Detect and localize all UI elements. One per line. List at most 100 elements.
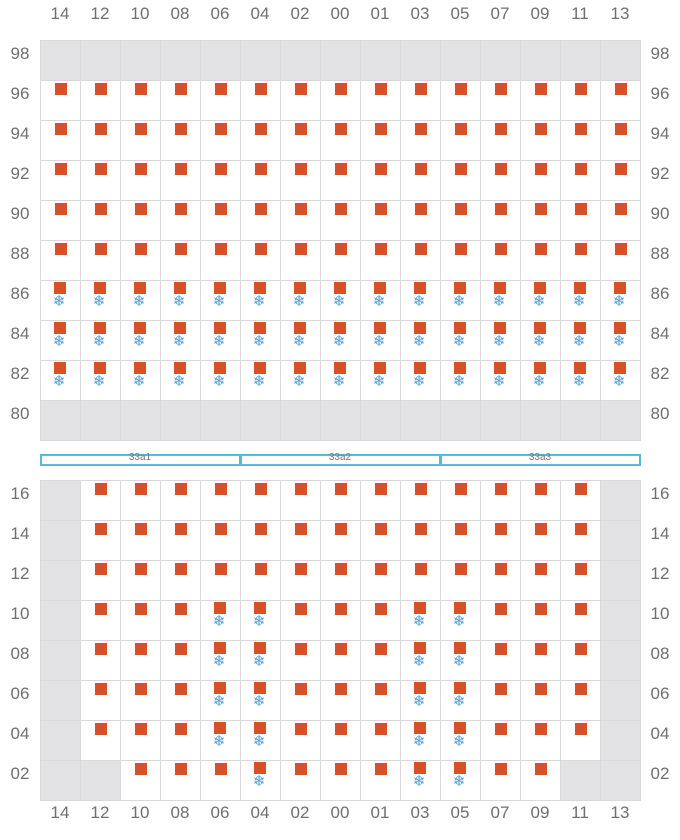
- snowflake-icon: ❄: [132, 293, 146, 310]
- deck-slot[interactable]: [480, 40, 521, 81]
- deck-slot[interactable]: [400, 280, 441, 321]
- hold-slot[interactable]: [80, 760, 121, 801]
- hold-slot[interactable]: [40, 560, 81, 601]
- container-square-icon: [215, 163, 227, 175]
- deck-slot[interactable]: [320, 40, 361, 81]
- deck-slot[interactable]: [400, 400, 441, 441]
- container-square-icon: [255, 523, 267, 535]
- container-square-icon: [415, 563, 427, 575]
- deck-slot[interactable]: [440, 400, 481, 441]
- hold-slot[interactable]: [440, 560, 481, 601]
- hold-slot[interactable]: [600, 760, 641, 801]
- hold-slot[interactable]: [400, 640, 441, 681]
- column-label-bottom: 06: [210, 803, 230, 822]
- container-square-icon: [295, 83, 307, 95]
- deck-slot[interactable]: [560, 40, 601, 81]
- container-square-icon: [335, 683, 347, 695]
- deck-slot[interactable]: [600, 400, 641, 441]
- snowflake-icon: ❄: [452, 733, 466, 750]
- deck-slot[interactable]: [400, 40, 441, 81]
- snowflake-icon: ❄: [532, 293, 546, 310]
- deck-slot[interactable]: [360, 40, 401, 81]
- hold-slot[interactable]: [600, 640, 641, 681]
- deck-slot[interactable]: [120, 400, 161, 441]
- column-label-bottom: 07: [490, 803, 510, 822]
- hold-slot[interactable]: [40, 680, 81, 721]
- deck-slot[interactable]: [40, 400, 81, 441]
- deck-slot[interactable]: [80, 200, 121, 241]
- hold-slot[interactable]: [240, 680, 281, 721]
- container-square-icon: [335, 243, 347, 255]
- container-square-icon: [534, 282, 546, 294]
- column-label-bottom: 10: [130, 803, 150, 822]
- column-label-bottom: 03: [410, 803, 430, 822]
- snowflake-icon: ❄: [252, 373, 266, 390]
- hold-slot[interactable]: [40, 720, 81, 761]
- container-square-icon: [295, 563, 307, 575]
- deck-slot[interactable]: [240, 400, 281, 441]
- deck-slot[interactable]: [280, 400, 321, 441]
- deck-slot[interactable]: [200, 400, 241, 441]
- container-square-icon: [175, 483, 187, 495]
- hold-slot[interactable]: [560, 760, 601, 801]
- hold-slot[interactable]: [600, 600, 641, 641]
- container-square-icon: [614, 322, 626, 334]
- column-label-top: 13: [610, 4, 630, 23]
- snowflake-icon: ❄: [452, 653, 466, 670]
- tier-label-left: 08: [10, 644, 30, 663]
- deck-slot[interactable]: [360, 400, 401, 441]
- hold-slot[interactable]: [600, 560, 641, 601]
- deck-slot[interactable]: [40, 40, 81, 81]
- deck-slot[interactable]: [80, 40, 121, 81]
- deck-slot[interactable]: [520, 400, 561, 441]
- hold-slot[interactable]: [520, 560, 561, 601]
- container-square-icon: [135, 83, 147, 95]
- container-square-icon: [215, 563, 227, 575]
- deck-slot[interactable]: [480, 360, 521, 401]
- container-square-icon: [135, 643, 147, 655]
- hold-slot[interactable]: [40, 520, 81, 561]
- deck-slot[interactable]: [160, 400, 201, 441]
- deck-slot[interactable]: [240, 40, 281, 81]
- deck-slot[interactable]: [360, 80, 401, 121]
- deck-slot[interactable]: [520, 80, 561, 121]
- snowflake-icon: ❄: [332, 373, 346, 390]
- container-square-icon: [254, 642, 266, 654]
- deck-slot[interactable]: [40, 320, 81, 361]
- snowflake-icon: ❄: [52, 293, 66, 310]
- tier-label-left: 04: [10, 724, 30, 743]
- deck-slot[interactable]: [560, 400, 601, 441]
- deck-slot[interactable]: [160, 40, 201, 81]
- hold-slot[interactable]: [40, 760, 81, 801]
- hold-slot[interactable]: [560, 720, 601, 761]
- hold-slot[interactable]: [600, 680, 641, 721]
- hold-slot[interactable]: [600, 720, 641, 761]
- hold-slot[interactable]: [440, 680, 481, 721]
- container-square-icon: [95, 83, 107, 95]
- container-square-icon: [215, 483, 227, 495]
- hold-slot[interactable]: [600, 480, 641, 521]
- deck-slot[interactable]: [200, 40, 241, 81]
- deck-slot[interactable]: [80, 120, 121, 161]
- snowflake-icon: ❄: [532, 333, 546, 350]
- hold-slot[interactable]: [40, 600, 81, 641]
- container-square-icon: [254, 682, 266, 694]
- hatch-cover-33a3[interactable]: [440, 454, 641, 466]
- container-square-icon: [255, 243, 267, 255]
- snowflake-icon: ❄: [412, 693, 426, 710]
- hold-slot[interactable]: [600, 520, 641, 561]
- container-square-icon: [535, 243, 547, 255]
- deck-slot[interactable]: [600, 40, 641, 81]
- deck-slot[interactable]: [80, 400, 121, 441]
- hold-slot[interactable]: [40, 640, 81, 681]
- container-square-icon: [134, 322, 146, 334]
- container-square-icon: [54, 282, 66, 294]
- container-square-icon: [335, 83, 347, 95]
- deck-slot[interactable]: [280, 40, 321, 81]
- deck-slot[interactable]: [120, 40, 161, 81]
- hold-slot[interactable]: [40, 480, 81, 521]
- deck-slot[interactable]: [440, 40, 481, 81]
- deck-slot[interactable]: [480, 400, 521, 441]
- deck-slot[interactable]: [520, 40, 561, 81]
- deck-slot[interactable]: [320, 400, 361, 441]
